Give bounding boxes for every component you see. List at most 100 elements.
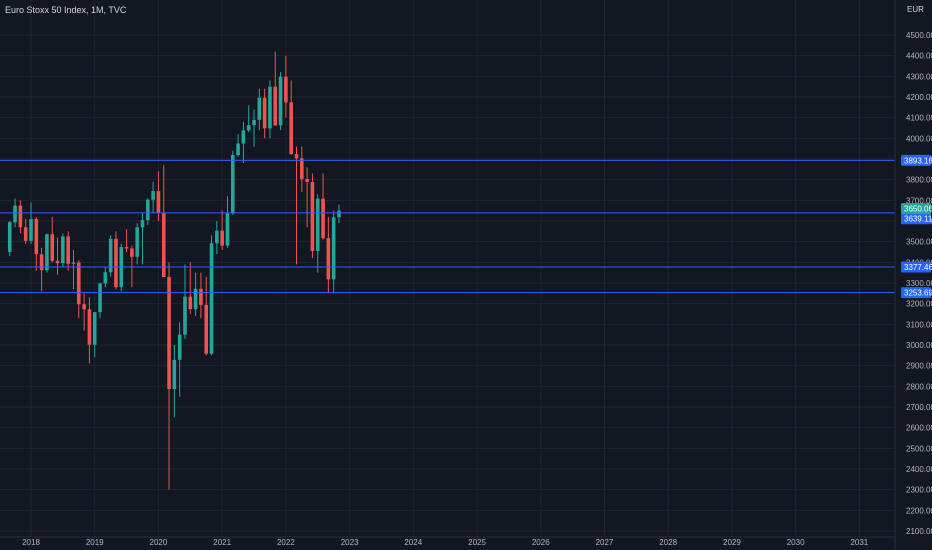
x-tick-label: 2019 bbox=[86, 538, 104, 547]
y-tick-label: 4100.00 bbox=[906, 114, 932, 123]
price-level-label: 3377.46 bbox=[904, 263, 932, 272]
price-level-label-bg bbox=[901, 287, 931, 299]
candle-body[interactable] bbox=[241, 130, 246, 144]
price-level-label: 3893.16 bbox=[904, 156, 932, 165]
candle-body[interactable] bbox=[331, 217, 336, 280]
candle-body[interactable] bbox=[252, 119, 256, 126]
x-tick-label: 2018 bbox=[22, 538, 40, 547]
y-tick-label: 2800.00 bbox=[906, 382, 932, 391]
candle-body[interactable] bbox=[167, 277, 171, 390]
candle-body[interactable] bbox=[294, 154, 299, 159]
x-tick-label: 2028 bbox=[659, 538, 677, 547]
candle-body[interactable] bbox=[246, 125, 251, 131]
candle-body[interactable] bbox=[193, 288, 198, 310]
candle-body[interactable] bbox=[34, 219, 39, 255]
candle-body[interactable] bbox=[199, 288, 203, 305]
y-tick-label: 2400.00 bbox=[906, 465, 932, 474]
candle-body[interactable] bbox=[7, 222, 12, 252]
y-tick-label: 4400.00 bbox=[906, 52, 932, 61]
candle-body[interactable] bbox=[130, 248, 134, 257]
candle-body[interactable] bbox=[262, 97, 267, 129]
x-tick-label: 2023 bbox=[341, 538, 359, 547]
candle-body[interactable] bbox=[236, 143, 240, 156]
candle-body[interactable] bbox=[55, 260, 60, 264]
x-tick-label: 2022 bbox=[277, 538, 295, 547]
price-level-label-bg bbox=[901, 154, 931, 166]
candle-body[interactable] bbox=[225, 213, 230, 246]
y-tick-label: 4500.00 bbox=[906, 31, 932, 40]
candle-body[interactable] bbox=[257, 97, 262, 120]
candle-body[interactable] bbox=[82, 304, 86, 310]
candle-body[interactable] bbox=[114, 238, 118, 288]
chart-title: Euro Stoxx 50 Index, 1M, TVC bbox=[5, 5, 127, 15]
y-tick-label: 3800.00 bbox=[906, 176, 932, 185]
candle-body[interactable] bbox=[172, 359, 177, 390]
candle-body[interactable] bbox=[273, 86, 278, 126]
y-tick-label: 4000.00 bbox=[906, 134, 932, 143]
candle-body[interactable] bbox=[310, 181, 315, 251]
candle-body[interactable] bbox=[268, 86, 272, 129]
y-tick-label: 4200.00 bbox=[906, 93, 932, 102]
price-level-label-bg bbox=[901, 213, 931, 225]
candle-body[interactable] bbox=[188, 296, 193, 310]
x-tick-label: 2027 bbox=[596, 538, 614, 547]
candle-body[interactable] bbox=[183, 296, 187, 335]
candle-body[interactable] bbox=[135, 227, 139, 257]
y-tick-label: 3500.00 bbox=[906, 238, 932, 247]
y-tick-label: 3300.00 bbox=[906, 279, 932, 288]
candle-body[interactable] bbox=[156, 191, 161, 213]
candle-body[interactable] bbox=[71, 262, 76, 264]
candle-body[interactable] bbox=[315, 198, 320, 251]
candle-body[interactable] bbox=[13, 205, 17, 223]
candle-body[interactable] bbox=[177, 334, 182, 360]
x-tick-label: 2031 bbox=[850, 538, 868, 547]
candle-body[interactable] bbox=[50, 234, 55, 261]
x-tick-label: 2024 bbox=[404, 538, 422, 547]
candle-body[interactable] bbox=[61, 236, 65, 264]
candle-body[interactable] bbox=[321, 198, 325, 239]
candle-body[interactable] bbox=[103, 272, 108, 284]
candle-body[interactable] bbox=[92, 312, 97, 345]
candle-body[interactable] bbox=[146, 199, 150, 221]
y-tick-label: 2300.00 bbox=[906, 486, 932, 495]
y-tick-label: 3700.00 bbox=[906, 196, 932, 205]
candle-body[interactable] bbox=[23, 227, 28, 241]
candle-body[interactable] bbox=[29, 219, 33, 241]
candle-body[interactable] bbox=[337, 210, 341, 218]
y-tick-label: 2200.00 bbox=[906, 506, 932, 515]
currency-label: EUR bbox=[907, 5, 924, 14]
candle-body[interactable] bbox=[140, 220, 145, 228]
last-price-label-bg bbox=[901, 203, 931, 215]
candle-body[interactable] bbox=[204, 304, 209, 354]
candle-body[interactable] bbox=[39, 254, 44, 271]
y-tick-label: 2500.00 bbox=[906, 444, 932, 453]
candle-body[interactable] bbox=[300, 158, 304, 180]
candle-body[interactable] bbox=[161, 212, 166, 278]
candle-body[interactable] bbox=[45, 234, 49, 271]
candle-body[interactable] bbox=[18, 205, 23, 228]
x-tick-label: 2020 bbox=[150, 538, 168, 547]
candle-body[interactable] bbox=[278, 76, 283, 126]
x-tick-label: 2021 bbox=[213, 538, 231, 547]
y-tick-label: 3200.00 bbox=[906, 300, 932, 309]
candle-body[interactable] bbox=[289, 102, 293, 155]
candle-body[interactable] bbox=[124, 247, 129, 249]
candle-body[interactable] bbox=[87, 309, 92, 345]
candle-body[interactable] bbox=[76, 262, 81, 305]
candle-body[interactable] bbox=[209, 243, 214, 354]
candle-body[interactable] bbox=[284, 76, 288, 103]
candle-body[interactable] bbox=[215, 230, 219, 244]
candle-body[interactable] bbox=[230, 155, 235, 214]
candle-body[interactable] bbox=[66, 236, 70, 264]
candle-body[interactable] bbox=[98, 283, 102, 313]
candle-body[interactable] bbox=[108, 238, 113, 273]
candle-body[interactable] bbox=[151, 191, 155, 200]
candle-body[interactable] bbox=[305, 179, 309, 182]
x-tick-label: 2026 bbox=[532, 538, 550, 547]
price-level-label: 3253.69 bbox=[904, 289, 932, 298]
price-level-label-bg bbox=[901, 261, 931, 273]
candle-body[interactable] bbox=[220, 230, 224, 246]
candle-body[interactable] bbox=[326, 238, 331, 280]
